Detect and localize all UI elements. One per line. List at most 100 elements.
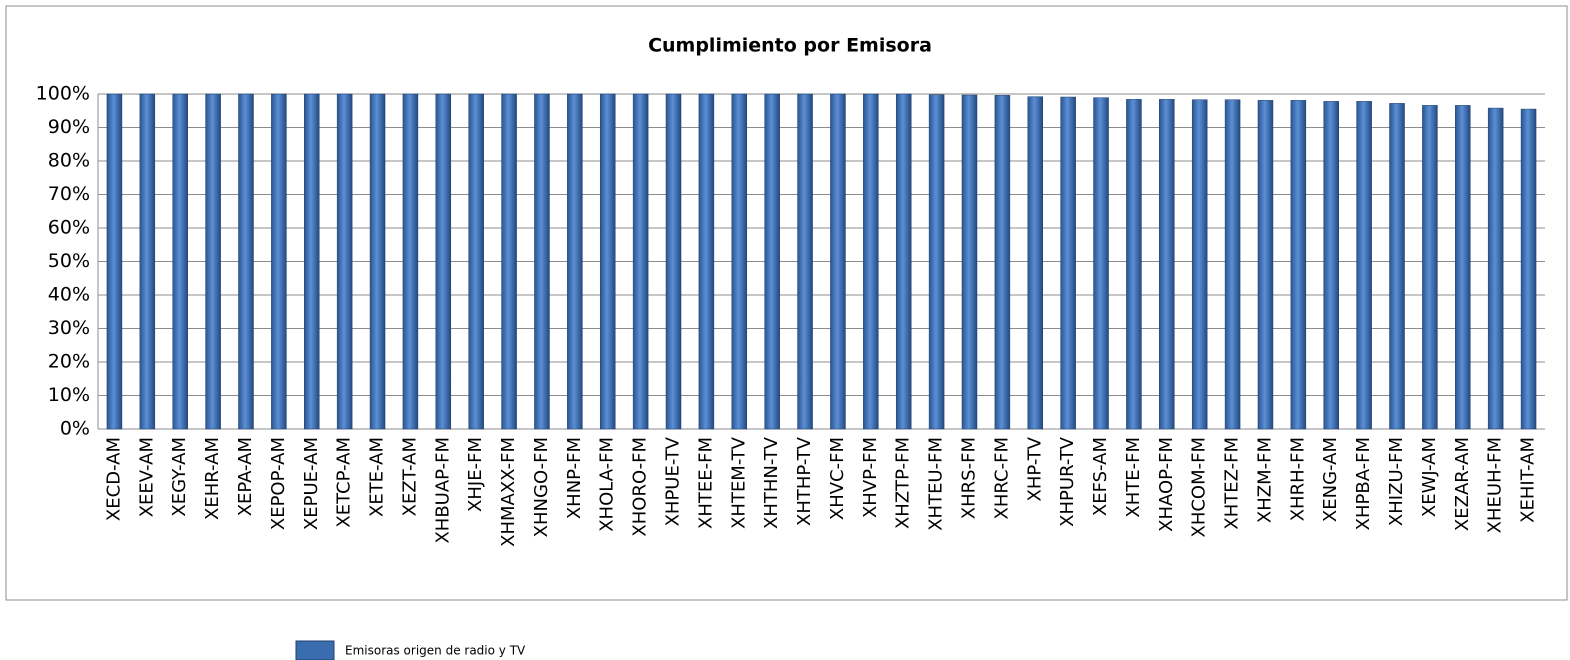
y-tick-label: 80% <box>48 150 90 172</box>
bar <box>336 93 353 430</box>
chart-frame <box>5 5 1568 601</box>
x-tick-label: XETE-AM <box>367 437 388 517</box>
x-tick-label: XHTEE-FM <box>695 437 716 529</box>
x-tick-label: XECD-AM <box>103 437 124 521</box>
x-tick-label: XEWJ-AM <box>1419 437 1440 517</box>
y-tick-label: 40% <box>48 284 90 306</box>
bar <box>1224 99 1241 430</box>
x-tick-label: XHNGO-FM <box>531 437 552 537</box>
x-tick-label: XHTE-FM <box>1123 437 1144 518</box>
y-tick-label: 30% <box>48 317 90 339</box>
x-tick-label: XHTEZ-FM <box>1222 437 1243 530</box>
bar <box>1356 101 1372 430</box>
x-tick-label: XHPUE-TV <box>663 436 684 526</box>
x-tick-label: XEZT-AM <box>399 437 420 516</box>
bar <box>863 93 879 430</box>
x-tick-label: XHMAXX-FM <box>498 437 519 547</box>
x-tick-label: XHPBA-FM <box>1353 437 1374 530</box>
y-tick-label: 60% <box>48 217 90 239</box>
x-tick-label: XHCOM-FM <box>1189 437 1210 538</box>
x-tick-label: XEPUE-AM <box>301 437 322 530</box>
x-tick-label: XHTEU-FM <box>926 437 947 531</box>
legend-label: Emisoras origen de radio y TV <box>345 644 526 658</box>
bar <box>139 93 156 430</box>
bar <box>435 93 452 430</box>
x-tick-label: XHRC-FM <box>991 437 1012 519</box>
bar <box>797 93 813 430</box>
bar <box>534 93 550 430</box>
bar <box>106 93 123 430</box>
x-tick-label: XHVC-FM <box>827 437 848 520</box>
bar <box>567 93 583 430</box>
x-tick-label: XHBUAP-FM <box>432 437 453 544</box>
bar <box>402 93 419 430</box>
x-tick-label: XEZAR-AM <box>1452 437 1473 531</box>
bar <box>1257 100 1274 430</box>
bar <box>665 93 682 430</box>
y-tick-label: 100% <box>36 83 90 105</box>
bar <box>764 93 780 430</box>
bar <box>1422 105 1438 430</box>
x-tick-label: XHAOP-FM <box>1156 437 1177 532</box>
bar <box>304 93 320 430</box>
x-tick-label: XHIZU-FM <box>1386 437 1407 526</box>
x-tick-label: XHRH-FM <box>1287 437 1308 521</box>
bar <box>1191 99 1208 430</box>
bar <box>1487 107 1504 430</box>
y-tick-label: 0% <box>60 418 90 440</box>
bar <box>238 93 254 430</box>
x-tick-label: XEHR-AM <box>202 437 223 520</box>
x-tick-label: XHZM-FM <box>1254 437 1275 523</box>
x-tick-label: XHTHP-TV <box>794 436 815 526</box>
bar <box>698 93 715 430</box>
x-tick-label: XEEV-AM <box>136 437 157 517</box>
bar <box>1060 96 1076 430</box>
bar <box>501 93 517 430</box>
bar <box>1323 101 1339 430</box>
bar <box>468 93 484 430</box>
y-tick-label: 20% <box>48 351 90 373</box>
x-tick-label: XHP-TV <box>1024 436 1045 501</box>
x-tick-label: XETCP-AM <box>334 437 355 528</box>
bar <box>1455 105 1471 430</box>
bar <box>895 93 912 430</box>
bar <box>271 93 287 430</box>
chart-title: Cumplimiento por Emisora <box>648 35 932 57</box>
x-tick-label: XHJE-FM <box>465 437 486 512</box>
bar <box>994 95 1011 430</box>
x-tick-label: XEPOP-AM <box>268 437 289 530</box>
x-tick-label: XHEUH-FM <box>1485 437 1506 533</box>
bar <box>830 93 846 430</box>
x-tick-label: XHOLA-FM <box>597 437 618 532</box>
x-tick-label: XHRS-FM <box>958 437 979 519</box>
x-tick-label: XHTHN-TV <box>761 436 782 529</box>
x-tick-label: XENG-AM <box>1320 437 1341 522</box>
x-tick-label: XHNP-FM <box>564 437 585 519</box>
bar <box>172 93 188 430</box>
bar <box>1389 103 1405 430</box>
bar <box>1126 99 1142 430</box>
x-tick-label: XEGY-AM <box>169 437 190 517</box>
bar <box>928 94 945 430</box>
x-tick-label: XHZTP-FM <box>893 437 914 529</box>
bar <box>1159 99 1175 430</box>
bar <box>961 94 978 430</box>
bar <box>1290 100 1307 430</box>
bar <box>731 93 748 430</box>
legend-swatch <box>295 640 335 660</box>
x-tick-label: XEPA-AM <box>235 437 256 516</box>
bar <box>205 93 221 430</box>
y-tick-label: 90% <box>48 116 90 138</box>
bar <box>632 93 649 430</box>
x-tick-label: XHVP-FM <box>860 437 881 518</box>
x-tick-label: XHPUR-TV <box>1057 436 1078 527</box>
bar <box>1027 96 1044 430</box>
bar <box>1520 108 1537 430</box>
x-tick-label: XEHIT-AM <box>1518 437 1539 523</box>
y-tick-label: 70% <box>48 183 90 205</box>
bar <box>369 93 386 430</box>
x-tick-label: XHORO-FM <box>630 437 651 537</box>
y-tick-label: 10% <box>48 384 90 406</box>
x-tick-label: XEFS-AM <box>1090 437 1111 516</box>
